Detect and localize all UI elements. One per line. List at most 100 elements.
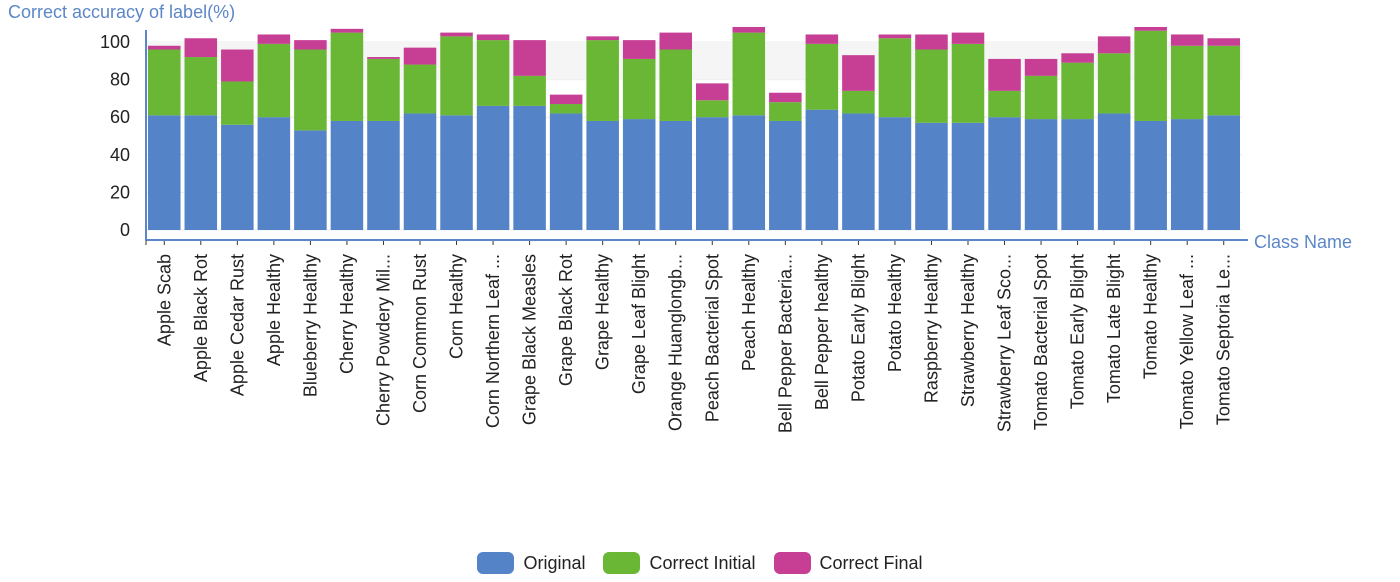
bar-correct-final[interactable] [148, 45, 181, 50]
bar-correct-initial[interactable] [294, 49, 327, 131]
bar-original[interactable] [148, 115, 181, 230]
bar-original[interactable] [659, 120, 692, 230]
bar-correct-final[interactable] [221, 49, 254, 82]
bar-original[interactable] [403, 113, 437, 230]
bar-correct-initial[interactable] [367, 58, 400, 121]
bar-correct-final[interactable] [951, 32, 985, 44]
bar-original[interactable] [915, 122, 948, 230]
x-tick-label: Tomato Late Blight [1104, 254, 1124, 403]
bar-correct-initial[interactable] [659, 49, 692, 121]
bar-correct-initial[interactable] [440, 36, 473, 116]
bar-correct-initial[interactable] [1207, 45, 1240, 116]
bar-correct-final[interactable] [878, 34, 912, 39]
y-tick-label: 80 [110, 70, 130, 90]
bar-correct-initial[interactable] [330, 32, 364, 121]
bar-correct-final[interactable] [769, 92, 802, 103]
bar-correct-initial[interactable] [1024, 75, 1058, 120]
bar-original[interactable] [1134, 120, 1167, 230]
bar-correct-final[interactable] [1024, 58, 1058, 76]
bar-original[interactable] [440, 115, 473, 230]
x-tick-label: Potato Healthy [885, 254, 905, 372]
bar-original[interactable] [513, 105, 546, 230]
bar-original[interactable] [1097, 113, 1131, 230]
bar-correct-initial[interactable] [842, 90, 875, 114]
x-tick-label: Apple Scab [154, 254, 174, 346]
bar-original[interactable] [549, 113, 583, 230]
bar-correct-final[interactable] [988, 58, 1021, 91]
bar-original[interactable] [367, 120, 400, 230]
bar-correct-initial[interactable] [988, 90, 1021, 118]
bar-correct-final[interactable] [257, 34, 291, 44]
bar-correct-initial[interactable] [221, 81, 254, 125]
bar-correct-final[interactable] [184, 38, 218, 58]
bar-correct-final[interactable] [403, 47, 437, 65]
bar-original[interactable] [1024, 119, 1058, 230]
bar-correct-initial[interactable] [696, 100, 729, 118]
bar-correct-final[interactable] [915, 34, 948, 50]
legend-item-original[interactable]: Original [477, 552, 585, 574]
bar-correct-final[interactable] [805, 34, 839, 44]
bar-original[interactable] [1170, 119, 1204, 230]
bar-correct-initial[interactable] [1097, 53, 1131, 114]
bar-correct-final[interactable] [732, 26, 766, 33]
bar-correct-final[interactable] [1170, 34, 1204, 46]
bar-original[interactable] [769, 120, 802, 230]
bar-original[interactable] [878, 117, 912, 230]
bar-correct-final[interactable] [1207, 38, 1240, 46]
bar-correct-initial[interactable] [915, 49, 948, 123]
bar-correct-final[interactable] [1061, 53, 1094, 63]
bar-original[interactable] [842, 113, 875, 230]
bar-original[interactable] [184, 115, 218, 230]
bar-correct-final[interactable] [659, 32, 692, 50]
bar-correct-initial[interactable] [513, 75, 546, 106]
bar-original[interactable] [988, 117, 1021, 230]
bar-original[interactable] [330, 120, 364, 230]
bar-correct-final[interactable] [842, 55, 875, 91]
y-tick-label: 100 [100, 32, 130, 52]
bar-original[interactable] [294, 130, 327, 230]
bar-original[interactable] [1061, 119, 1094, 230]
bar-original[interactable] [732, 115, 766, 230]
bar-original[interactable] [805, 109, 839, 230]
bar-correct-final[interactable] [1134, 26, 1167, 31]
bar-correct-initial[interactable] [1134, 30, 1167, 121]
bar-correct-initial[interactable] [1170, 45, 1204, 120]
legend-item-correct-initial[interactable]: Correct Initial [603, 552, 756, 574]
legend-item-correct-final[interactable]: Correct Final [773, 552, 923, 574]
bar-correct-final[interactable] [549, 94, 583, 105]
bar-original[interactable] [257, 117, 291, 230]
bar-correct-initial[interactable] [951, 43, 985, 123]
bar-original[interactable] [586, 120, 619, 230]
bar-correct-final[interactable] [513, 40, 546, 76]
bar-original[interactable] [696, 117, 729, 230]
bar-correct-final[interactable] [1097, 36, 1131, 54]
bar-correct-initial[interactable] [148, 49, 181, 116]
bar-original[interactable] [622, 119, 656, 230]
bar-correct-initial[interactable] [257, 43, 291, 118]
legend-label-correct-final: Correct Final [819, 552, 923, 573]
bar-original[interactable] [476, 105, 510, 230]
bar-correct-final[interactable] [294, 40, 327, 50]
bar-original[interactable] [1207, 115, 1240, 230]
bar-correct-initial[interactable] [769, 102, 802, 121]
bar-correct-initial[interactable] [403, 64, 437, 114]
bar-correct-initial[interactable] [549, 104, 583, 114]
bar-correct-final[interactable] [330, 28, 364, 33]
bar-correct-final[interactable] [367, 57, 400, 59]
bar-original[interactable] [221, 124, 254, 230]
bar-correct-initial[interactable] [476, 40, 510, 106]
bar-correct-final[interactable] [586, 36, 619, 41]
bar-correct-final[interactable] [696, 83, 729, 101]
bar-correct-initial[interactable] [878, 38, 912, 118]
bar-correct-initial[interactable] [622, 58, 656, 120]
bar-correct-initial[interactable] [805, 43, 839, 110]
bar-correct-initial[interactable] [586, 40, 619, 121]
bar-correct-initial[interactable] [1061, 62, 1094, 120]
bar-correct-final[interactable] [476, 34, 510, 41]
bar-original[interactable] [951, 122, 985, 230]
bar-correct-final[interactable] [622, 40, 656, 59]
bar-correct-final[interactable] [440, 32, 473, 37]
bar-correct-initial[interactable] [732, 32, 766, 116]
bar-correct-initial[interactable] [184, 57, 218, 116]
x-tick-label: Corn Healthy [447, 254, 467, 359]
